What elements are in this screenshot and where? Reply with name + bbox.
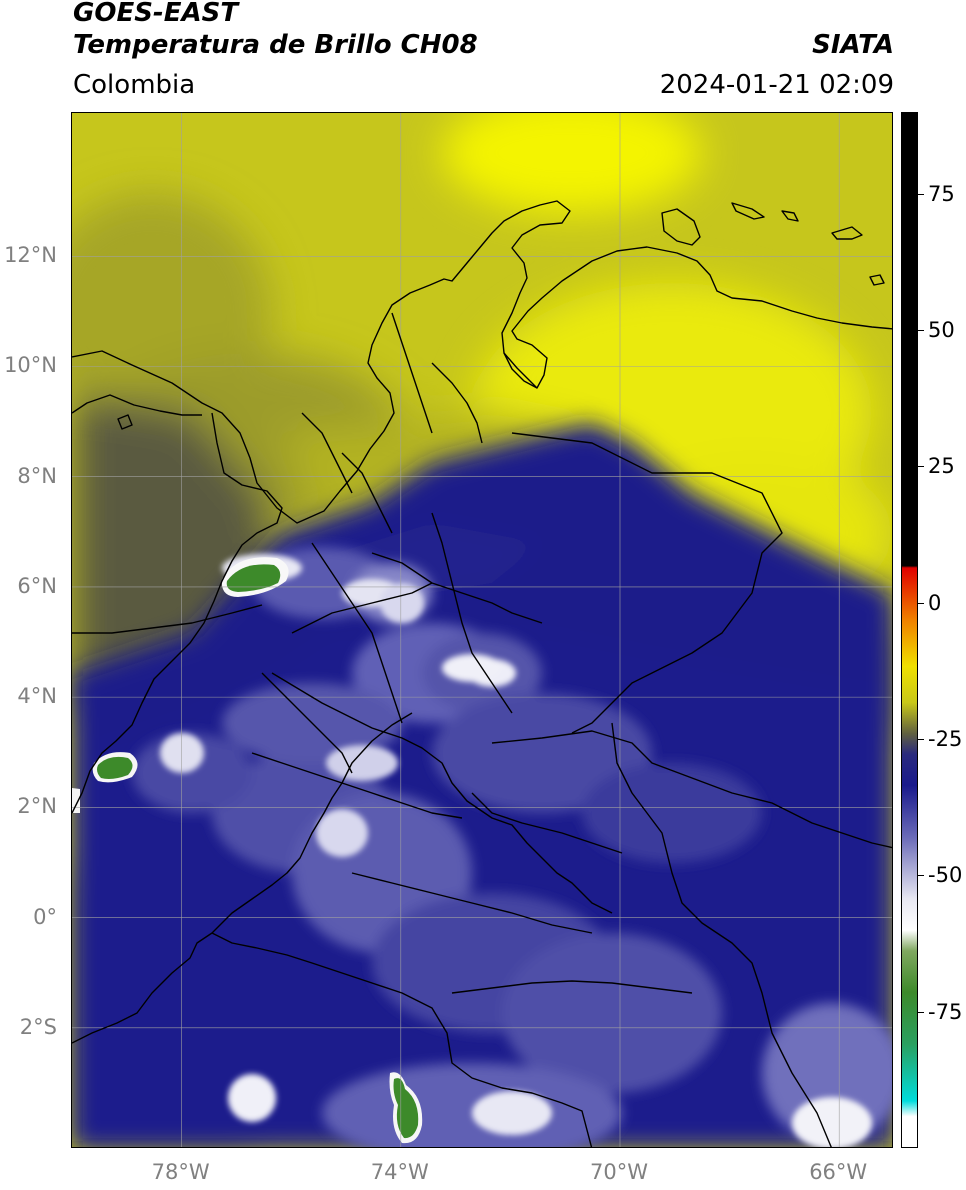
organization-label: SIATA bbox=[812, 30, 894, 60]
caribbean-coast bbox=[72, 200, 892, 524]
satellite-map bbox=[72, 113, 892, 1147]
venezuela-south bbox=[491, 730, 892, 849]
curacao bbox=[731, 202, 765, 220]
colorbar-tick-label: 0 bbox=[928, 590, 942, 615]
colorbar-tick bbox=[918, 739, 924, 741]
colorbar-tick bbox=[918, 875, 924, 877]
panama-north-coast bbox=[72, 394, 202, 416]
colorbar-tick-label: -25 bbox=[928, 727, 963, 752]
dept-line-6 bbox=[261, 672, 353, 774]
lat-tick-label: 0° bbox=[33, 904, 57, 929]
colorbar-tick bbox=[918, 1011, 924, 1013]
datetime-label: 2024-01-21 02:09 bbox=[659, 70, 894, 100]
graticule bbox=[72, 113, 892, 1147]
dept-line-13 bbox=[301, 412, 353, 494]
colorbar-tick bbox=[918, 602, 924, 604]
paraguana bbox=[661, 208, 701, 246]
venezuela-border bbox=[511, 432, 783, 734]
coastlines-borders bbox=[72, 200, 892, 1147]
lon-tick-label: 66°W bbox=[809, 1160, 868, 1184]
lat-tick-label: 4°N bbox=[17, 684, 57, 709]
colorbar-tick-label: 50 bbox=[928, 318, 955, 343]
maracaibo-outline bbox=[503, 352, 538, 389]
dept-line-9 bbox=[291, 582, 433, 634]
colorbar-tick bbox=[918, 466, 924, 468]
lat-tick-label: 2°N bbox=[17, 794, 57, 819]
lon-tick-label: 78°W bbox=[151, 1160, 210, 1184]
peru-border bbox=[211, 932, 593, 1147]
lat-tick-label: 10°N bbox=[4, 353, 57, 378]
dept-line-2 bbox=[72, 604, 263, 634]
lat-tick-label: 6°N bbox=[17, 573, 57, 598]
lat-tick-label: 2°S bbox=[19, 1014, 57, 1039]
colorbar-tick bbox=[918, 193, 924, 195]
dept-line-8 bbox=[471, 792, 623, 854]
dept-line-12 bbox=[341, 452, 393, 534]
brazil-border bbox=[611, 722, 832, 1147]
dept-line-14 bbox=[431, 362, 483, 444]
title-line1: GOES-EAST bbox=[73, 0, 239, 28]
colorbar-tick-label: -75 bbox=[928, 999, 963, 1024]
dept-line-5 bbox=[371, 552, 543, 624]
lon-tick-label: 74°W bbox=[370, 1160, 429, 1184]
lat-tick-label: 12°N bbox=[4, 243, 57, 268]
dept-line-4 bbox=[431, 512, 513, 714]
pacific-coast bbox=[72, 412, 283, 814]
margarita bbox=[831, 226, 863, 240]
colorbar bbox=[901, 112, 918, 1148]
colorbar-tick bbox=[918, 330, 924, 332]
title-line2: Temperatura de Brillo CH08 bbox=[73, 30, 478, 60]
dept-line-7 bbox=[251, 752, 463, 819]
bonaire bbox=[781, 210, 799, 222]
map-panel bbox=[71, 112, 893, 1148]
lat-tick-label: 8°N bbox=[17, 463, 57, 488]
colorbar-tick-label: -50 bbox=[928, 863, 963, 888]
dept-line-15 bbox=[391, 312, 433, 434]
region-label: Colombia bbox=[73, 70, 196, 100]
tobago bbox=[869, 274, 885, 286]
dept-line-1 bbox=[271, 672, 613, 914]
dept-line-10 bbox=[351, 872, 593, 934]
pearl-islands bbox=[117, 414, 133, 430]
ecuador-border bbox=[72, 712, 413, 1044]
dept-line-11 bbox=[451, 980, 693, 994]
colorbar-tick-label: 25 bbox=[928, 454, 955, 479]
lon-tick-label: 70°W bbox=[590, 1160, 648, 1184]
colorbar-tick-label: 75 bbox=[928, 181, 955, 206]
dept-line-3 bbox=[311, 542, 403, 724]
